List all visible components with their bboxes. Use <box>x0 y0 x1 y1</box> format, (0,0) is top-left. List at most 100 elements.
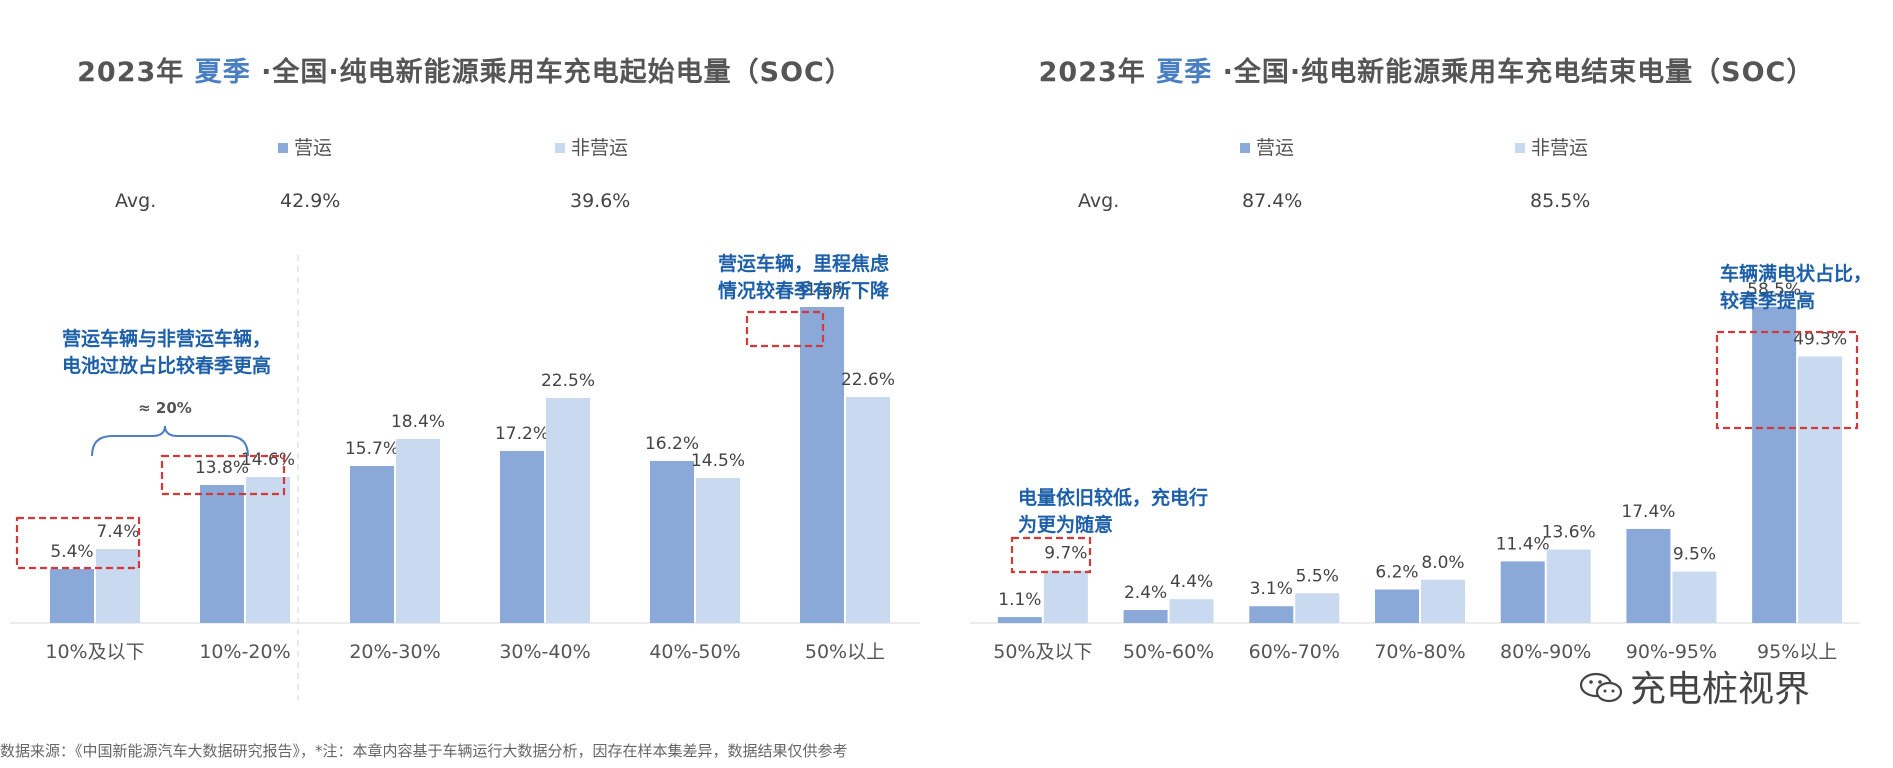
data-label: 13.8% <box>195 458 249 478</box>
legend-label: 营运 <box>1256 137 1294 159</box>
data-label: 17.4% <box>1621 502 1675 522</box>
bar-non-operating <box>1672 571 1717 623</box>
bar-non-operating <box>696 478 740 623</box>
bar-non-operating <box>396 439 440 623</box>
watermark-text: 充电桩视界 <box>1630 669 1811 710</box>
x-tick-label: 20%-30% <box>349 641 440 663</box>
data-label: 31.6% <box>795 280 849 300</box>
wechat-icon <box>1579 672 1623 703</box>
data-label: 5.4% <box>50 542 93 562</box>
data-label: 7.4% <box>96 522 139 542</box>
annotation-text: 为更为随意 <box>1018 513 1113 536</box>
highlight-box <box>1715 330 1859 430</box>
chart-title: 2023年 夏季 ·全国·纯电新能源乘用车充电起始电量（SOC） <box>0 50 930 89</box>
x-tick-label: 80%-90% <box>1500 641 1591 663</box>
bar-operating <box>1375 589 1419 623</box>
data-label: 14.5% <box>691 451 745 471</box>
data-label: 9.7% <box>1044 544 1087 564</box>
highlight-box <box>160 454 286 496</box>
highlight-box <box>745 310 825 348</box>
annotation-text: 车辆满电状占比， <box>1720 262 1872 285</box>
chart-title: 2023年 夏季 ·全国·纯电新能源乘用车充电结束电量（SOC） <box>960 50 1893 89</box>
data-label: 22.6% <box>841 370 895 390</box>
bar-operating <box>1752 306 1797 623</box>
avg-value: 85.5% <box>1530 190 1590 212</box>
data-label: 3.1% <box>1250 579 1293 599</box>
data-label: 49.3% <box>1793 330 1847 350</box>
title-year: 2023年 <box>1038 57 1146 88</box>
avg-value: 42.9% <box>280 190 340 212</box>
bar-operating <box>350 466 394 623</box>
bar-operating <box>997 617 1042 623</box>
legend-swatch <box>555 143 565 153</box>
annotation-text: 营运车辆与非营运车辆， <box>62 327 271 350</box>
bar-operating <box>1249 606 1294 623</box>
bar-non-operating <box>1546 549 1591 623</box>
avg-label: Avg. <box>1078 190 1119 212</box>
data-label: 9.5% <box>1673 545 1716 565</box>
bar-non-operating <box>1295 593 1340 623</box>
legend-swatch <box>278 143 288 153</box>
chart-panel-end-soc: 2023年 夏季 ·全国·纯电新能源乘用车充电结束电量（SOC） 营运 非营运 Av… <box>960 0 1893 700</box>
annotation-text: 营运车辆，里程焦虑 <box>718 252 889 275</box>
highlight-box <box>15 516 141 570</box>
data-label: 6.2% <box>1375 562 1418 582</box>
data-label: 18.4% <box>391 412 445 432</box>
bar-non-operating <box>1421 579 1465 623</box>
bar-non-operating <box>546 398 590 623</box>
bar-operating <box>200 485 244 623</box>
bar-operating <box>500 451 544 623</box>
bar-non-operating <box>1798 356 1843 623</box>
annotation-text: 电量依旧较低，充电行 <box>1018 486 1208 509</box>
highlight-box <box>1010 536 1092 574</box>
data-label: 13.6% <box>1542 522 1596 542</box>
x-tick-label: 50%及以下 <box>993 641 1092 663</box>
data-label: 5.5% <box>1296 566 1339 586</box>
data-label: 14.6% <box>241 450 295 470</box>
data-label: 1.1% <box>998 590 1041 610</box>
annotation-text: 电池过放占比较春季更高 <box>62 354 271 377</box>
annotation-text: 情况较春季有所下降 <box>718 279 890 302</box>
title-rest: ·全国·纯电新能源乘用车充电结束电量（SOC） <box>1222 57 1815 88</box>
x-tick-label: 60%-70% <box>1249 641 1340 663</box>
data-label: 15.7% <box>345 439 399 459</box>
title-rest: ·全国·纯电新能源乘用车充电起始电量（SOC） <box>261 57 853 88</box>
bar-operating <box>1626 528 1671 623</box>
end-soc-chart: 营运 非营运 Avg. 87.4% 85.5% 1.1% 9.7% 50%及以下 2.4%4.4… <box>970 137 1872 663</box>
bar-non-operating <box>1169 599 1214 623</box>
legend-swatch <box>1515 143 1525 153</box>
x-tick-label: 10%及以下 <box>45 641 144 663</box>
data-label: 22.5% <box>541 371 595 391</box>
x-tick-label: 70%-80% <box>1374 641 1465 663</box>
avg-label: Avg. <box>115 190 156 212</box>
bar-non-operating <box>96 549 140 623</box>
bar-non-operating <box>846 397 890 623</box>
x-tick-label: 50%-60% <box>1123 641 1214 663</box>
x-tick-label: 50%以上 <box>805 641 885 663</box>
bar-non-operating <box>246 477 290 623</box>
bar-operating <box>650 461 694 623</box>
avg-value: 39.6% <box>570 190 630 212</box>
x-tick-label: 10%-20% <box>199 641 290 663</box>
approx-label: ≈ 20% <box>138 399 192 417</box>
data-label: 2.4% <box>1124 583 1167 603</box>
data-label: 8.0% <box>1421 553 1464 573</box>
bar-operating <box>800 307 844 623</box>
chart-panel-start-soc: 2023年 夏季 ·全国·纯电新能源乘用车充电起始电量（SOC） 营运 非营运 Av… <box>0 0 930 700</box>
bar-operating <box>1500 561 1545 623</box>
x-tick-label: 40%-50% <box>649 641 740 663</box>
bar-non-operating <box>1043 570 1088 623</box>
bar-operating <box>1123 610 1168 623</box>
annotation-text: 较春季提高 <box>1720 289 1815 312</box>
x-tick-label: 95%以上 <box>1757 641 1837 663</box>
avg-value: 87.4% <box>1242 190 1302 212</box>
x-tick-label: 90%-95% <box>1626 641 1717 663</box>
data-label: 11.4% <box>1496 534 1550 554</box>
bar-operating <box>50 569 94 623</box>
title-season: 夏季 <box>194 57 251 88</box>
legend-label: 非营运 <box>1531 137 1588 159</box>
title-year: 2023年 <box>77 57 185 88</box>
range-brace <box>91 425 249 457</box>
legend-label: 营运 <box>294 137 332 159</box>
